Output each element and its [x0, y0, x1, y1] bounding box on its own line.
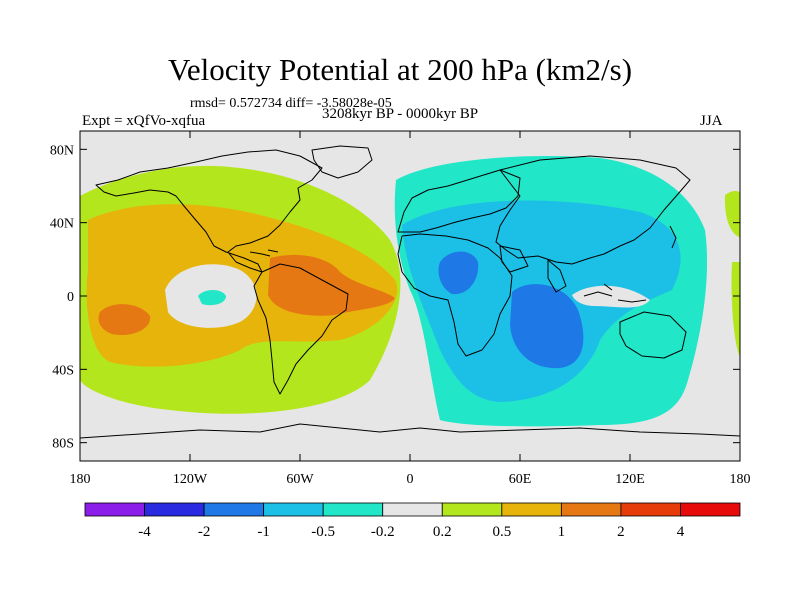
colorbar-swatch: [144, 502, 205, 517]
contour-negative-1-africa: [438, 251, 479, 295]
colorbar-swatch: [560, 502, 622, 517]
contour-positive-east-edge-2: [731, 262, 740, 357]
colorbar-swatch: [680, 502, 741, 517]
colorbar-label: -0.2: [371, 524, 395, 540]
stats-line: rmsd= 0.572734 diff= -3.58028e-05: [190, 96, 392, 111]
velocity-potential-field: [80, 131, 740, 461]
colorbar-label: 4: [677, 524, 685, 540]
lon-tick-label: 180: [70, 472, 91, 487]
colorbar-swatch: [382, 502, 443, 517]
colorbar-swatch: [441, 502, 503, 517]
lon-tick-label: 60W: [286, 472, 314, 487]
colorbar-label: 0.5: [492, 524, 511, 540]
colorbar-swatch: [84, 502, 145, 517]
colorbar: -4 -2 -1 -0.5 -0.2 0.2 0.5 1 2 4: [84, 502, 741, 540]
colorbar-label: 2: [617, 524, 625, 540]
period-label: 3208kyr BP - 0000kyr BP: [322, 106, 479, 122]
season-label: JJA: [700, 113, 723, 129]
lon-tick-label: 120E: [615, 472, 645, 487]
lat-tick-label: 80N: [50, 143, 74, 158]
colorbar-label: 1: [558, 524, 566, 540]
colorbar-swatch: [620, 502, 681, 517]
colorbar-swatch: [263, 502, 324, 517]
colorbar-label: -2: [198, 524, 211, 540]
lat-tick-label: 40S: [52, 363, 74, 378]
colorbar-label: -1: [257, 524, 270, 540]
lat-tick-label: 0: [67, 290, 74, 305]
plot-title: Velocity Potential at 200 hPa (km2/s): [167, 52, 633, 87]
colorbar-label: -0.5: [311, 524, 335, 540]
colorbar-label: -4: [138, 524, 151, 540]
contour-positive-1-pacific: [98, 304, 151, 336]
colorbar-label: 0.2: [433, 524, 452, 540]
contour-positive-east-edge: [724, 190, 740, 238]
lat-tick-label: 80S: [52, 437, 74, 452]
colorbar-swatch: [322, 502, 384, 517]
lon-tick-label: 60E: [509, 472, 532, 487]
longitude-axis: 180 120W 60W 0 60E 120E 180: [70, 131, 751, 487]
coastlines: [80, 145, 740, 439]
latitude-axis: 80N 40N 0 40S 80S: [50, 143, 740, 452]
lon-tick-label: 180: [730, 472, 751, 487]
lat-tick-label: 40N: [50, 217, 74, 232]
colorbar-swatch: [501, 502, 562, 517]
colorbar-swatch: [203, 502, 265, 517]
lon-tick-label: 0: [407, 472, 414, 487]
experiment-label: Expt = xQfVo-xqfua: [82, 113, 206, 129]
lon-tick-label: 120W: [173, 472, 208, 487]
contour-negative-small: [198, 290, 226, 306]
contour-negative-1-indian: [510, 284, 584, 369]
